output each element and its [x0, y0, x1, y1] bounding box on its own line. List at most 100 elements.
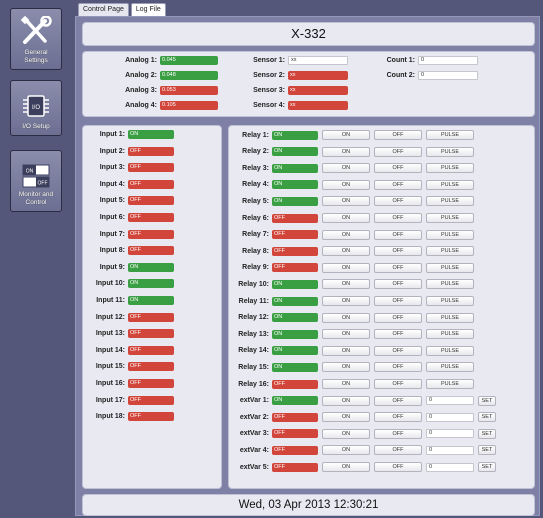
relay-on-button[interactable]: ON	[322, 296, 370, 306]
extvar-off-button[interactable]: OFF	[374, 395, 422, 406]
input-label: Input 18:	[95, 413, 125, 421]
extvar-label: extVar 1:	[239, 397, 269, 405]
input-row: Input 18: OFF	[85, 412, 174, 422]
relay-off-button[interactable]: OFF	[374, 130, 422, 140]
relay-off-button[interactable]: OFF	[374, 163, 422, 174]
relay-on-button[interactable]: ON	[322, 379, 370, 389]
extvar-value-input[interactable]: 0	[426, 462, 474, 472]
sensor-value: xx	[288, 101, 348, 110]
relay-pulse-button[interactable]: PULSE	[426, 163, 474, 174]
relay-pulse-button[interactable]: PULSE	[426, 345, 474, 356]
tab-control-page[interactable]: Control Page	[78, 3, 129, 17]
relay-on-button[interactable]: ON	[322, 213, 370, 223]
relay-pulse-button[interactable]: PULSE	[426, 179, 474, 190]
input-state-indicator: OFF	[128, 395, 174, 405]
extvar-on-button[interactable]: ON	[322, 462, 370, 472]
extvar-value-input[interactable]: 0	[426, 429, 474, 439]
relay-off-button[interactable]: OFF	[374, 146, 422, 157]
relay-pulse-button[interactable]: PULSE	[426, 130, 474, 140]
general-settings-label-1: General	[24, 49, 48, 56]
relay-row: Relay 13: ON ON OFF PULSE	[231, 329, 474, 340]
extvar-value-input[interactable]: 0	[426, 445, 474, 455]
relay-off-button[interactable]: OFF	[374, 296, 422, 306]
relay-pulse-button[interactable]: PULSE	[426, 146, 474, 157]
relay-off-button[interactable]: OFF	[374, 312, 422, 323]
extvar-off-button[interactable]: OFF	[374, 428, 422, 439]
relay-off-button[interactable]: OFF	[374, 329, 422, 340]
sensor-row: Sensor 4: xx	[233, 101, 348, 110]
input-label: Input 10:	[95, 280, 125, 288]
relay-pulse-button[interactable]: PULSE	[426, 279, 474, 290]
relay-off-button[interactable]: OFF	[374, 379, 422, 389]
relay-off-button[interactable]: OFF	[374, 262, 422, 273]
relay-label: Relay 1:	[242, 131, 269, 139]
relay-label: Relay 11:	[238, 297, 269, 305]
relay-pulse-button[interactable]: PULSE	[426, 246, 474, 257]
relay-off-button[interactable]: OFF	[374, 196, 422, 207]
extvar-set-button[interactable]: SET	[478, 395, 496, 406]
input-state-indicator: ON	[128, 296, 174, 305]
relay-pulse-button[interactable]: PULSE	[426, 196, 474, 207]
relay-on-button[interactable]: ON	[322, 345, 370, 356]
relay-on-button[interactable]: ON	[322, 246, 370, 257]
analog-row: Analog 2: 0.048	[91, 71, 218, 80]
general-settings-button[interactable]: General Settings	[10, 8, 62, 70]
relay-on-button[interactable]: ON	[322, 163, 370, 174]
extvar-value-input[interactable]: 0	[426, 412, 474, 422]
relay-on-button[interactable]: ON	[322, 130, 370, 140]
relay-pulse-button[interactable]: PULSE	[426, 379, 474, 389]
relay-on-button[interactable]: ON	[322, 329, 370, 340]
relay-row: Relay 12: ON ON OFF PULSE	[231, 312, 474, 323]
relay-off-button[interactable]: OFF	[374, 279, 422, 290]
relay-pulse-button[interactable]: PULSE	[426, 229, 474, 240]
io-setup-button[interactable]: I/O I/O Setup	[10, 80, 62, 136]
extvar-value-input[interactable]: 0	[426, 396, 474, 406]
input-state-indicator: OFF	[128, 312, 174, 322]
relay-on-button[interactable]: ON	[322, 279, 370, 290]
relay-on-button[interactable]: ON	[322, 362, 370, 373]
extvar-on-button[interactable]: ON	[322, 412, 370, 423]
relay-on-button[interactable]: ON	[322, 312, 370, 323]
relay-pulse-button[interactable]: PULSE	[426, 362, 474, 373]
extvar-set-button[interactable]: SET	[478, 412, 496, 423]
relay-on-button[interactable]: ON	[322, 146, 370, 157]
relay-pulse-button[interactable]: PULSE	[426, 213, 474, 223]
io-setup-label: I/O Setup	[22, 123, 50, 130]
relay-off-button[interactable]: OFF	[374, 246, 422, 257]
extvar-on-button[interactable]: ON	[322, 428, 370, 439]
tab-bar: Control Page Log File	[78, 3, 168, 17]
extvar-set-button[interactable]: SET	[478, 445, 496, 456]
relay-off-button[interactable]: OFF	[374, 213, 422, 223]
relay-label: Relay 13:	[238, 330, 269, 338]
monitor-control-button[interactable]: ON OFF Monitor and Control	[10, 150, 62, 212]
extvar-on-button[interactable]: ON	[322, 395, 370, 406]
relay-state-indicator: ON	[272, 196, 318, 206]
relay-row: Relay 9: OFF ON OFF PULSE	[231, 262, 474, 273]
extvar-off-button[interactable]: OFF	[374, 462, 422, 472]
relay-pulse-button[interactable]: PULSE	[426, 296, 474, 306]
relay-pulse-button[interactable]: PULSE	[426, 312, 474, 323]
extvar-off-button[interactable]: OFF	[374, 412, 422, 423]
input-label: Input 17:	[95, 396, 125, 404]
relay-pulse-button[interactable]: PULSE	[426, 329, 474, 340]
input-state-indicator: OFF	[128, 229, 174, 239]
relay-on-button[interactable]: ON	[322, 196, 370, 207]
relay-row: Relay 7: OFF ON OFF PULSE	[231, 229, 474, 240]
relay-state-indicator: ON	[272, 163, 318, 173]
count-row: Count 1: 0	[363, 56, 478, 65]
extvar-set-button[interactable]: SET	[478, 428, 496, 439]
extvar-off-button[interactable]: OFF	[374, 445, 422, 456]
relay-off-button[interactable]: OFF	[374, 362, 422, 373]
relay-pulse-button[interactable]: PULSE	[426, 262, 474, 273]
tab-log-file[interactable]: Log File	[130, 3, 166, 17]
extvar-on-button[interactable]: ON	[322, 445, 370, 456]
input-state-indicator: OFF	[128, 196, 174, 206]
relay-off-button[interactable]: OFF	[374, 179, 422, 190]
extvar-set-button[interactable]: SET	[478, 462, 496, 472]
relay-on-button[interactable]: ON	[322, 179, 370, 190]
relay-on-button[interactable]: ON	[322, 262, 370, 273]
relay-off-button[interactable]: OFF	[374, 229, 422, 240]
relay-on-button[interactable]: ON	[322, 229, 370, 240]
relay-off-button[interactable]: OFF	[374, 345, 422, 356]
input-state-indicator: OFF	[128, 163, 174, 173]
